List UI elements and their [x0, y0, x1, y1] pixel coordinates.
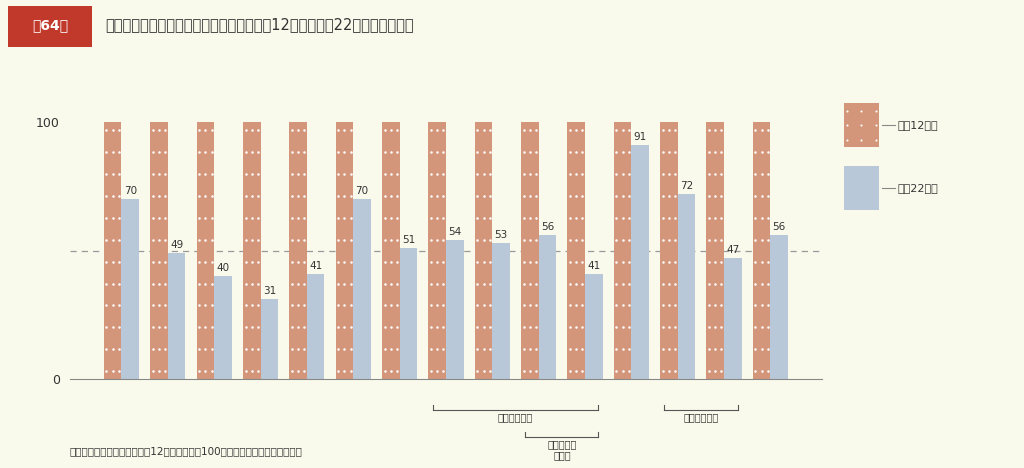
- Text: 平成12年度: 平成12年度: [898, 120, 939, 130]
- Text: （注）数値は、各項目の平成12年度の数値を100として算出した指数である。: （注）数値は、各項目の平成12年度の数値を100として算出した指数である。: [70, 446, 302, 456]
- Bar: [632, 145, 649, 379]
- Bar: [103, 122, 122, 379]
- Text: 91: 91: [634, 132, 647, 142]
- Bar: [214, 276, 231, 379]
- Text: 平成22年度: 平成22年度: [898, 183, 939, 193]
- Bar: [445, 240, 464, 379]
- Bar: [8, 7, 92, 47]
- Bar: [539, 235, 556, 379]
- Bar: [260, 300, 279, 379]
- Bar: [289, 122, 307, 379]
- Text: 53: 53: [495, 230, 508, 240]
- Bar: [613, 122, 632, 379]
- Bar: [493, 243, 510, 379]
- Bar: [707, 122, 724, 379]
- Text: 都市計画費
のうち: 都市計画費 のうち: [547, 439, 577, 461]
- Text: 40: 40: [216, 263, 229, 273]
- Bar: [399, 248, 417, 379]
- Text: 教育費のうち: 教育費のうち: [683, 412, 719, 422]
- Text: 70: 70: [355, 186, 369, 196]
- Bar: [770, 235, 788, 379]
- Text: 41: 41: [309, 261, 323, 271]
- Bar: [844, 166, 879, 210]
- Bar: [521, 122, 539, 379]
- Bar: [336, 122, 353, 379]
- Text: 72: 72: [680, 181, 693, 191]
- Bar: [753, 122, 770, 379]
- Bar: [678, 194, 695, 379]
- Text: 47: 47: [726, 245, 739, 255]
- Bar: [197, 122, 214, 379]
- Bar: [724, 258, 741, 379]
- Text: 56: 56: [541, 222, 554, 232]
- Text: 41: 41: [587, 261, 600, 271]
- Bar: [307, 274, 325, 379]
- Bar: [382, 122, 399, 379]
- Bar: [151, 122, 168, 379]
- Bar: [585, 274, 603, 379]
- Bar: [353, 199, 371, 379]
- Text: 54: 54: [449, 227, 462, 237]
- Bar: [428, 122, 445, 379]
- Bar: [660, 122, 678, 379]
- Text: 70: 70: [124, 186, 137, 196]
- Text: 49: 49: [170, 240, 183, 250]
- Bar: [567, 122, 585, 379]
- Text: 普通建設事業費の目的別内訳の状況（平成12年度と平成22年度との比較）: 普通建設事業費の目的別内訳の状況（平成12年度と平成22年度との比較）: [105, 17, 414, 32]
- Text: 51: 51: [401, 235, 415, 245]
- Text: 土木費のうち: 土木費のうち: [498, 412, 534, 422]
- Text: 第64図: 第64図: [32, 18, 69, 32]
- Bar: [168, 253, 185, 379]
- Text: 56: 56: [773, 222, 785, 232]
- Bar: [243, 122, 260, 379]
- Bar: [122, 199, 139, 379]
- Bar: [844, 103, 879, 147]
- Bar: [475, 122, 493, 379]
- Text: 31: 31: [263, 286, 275, 296]
